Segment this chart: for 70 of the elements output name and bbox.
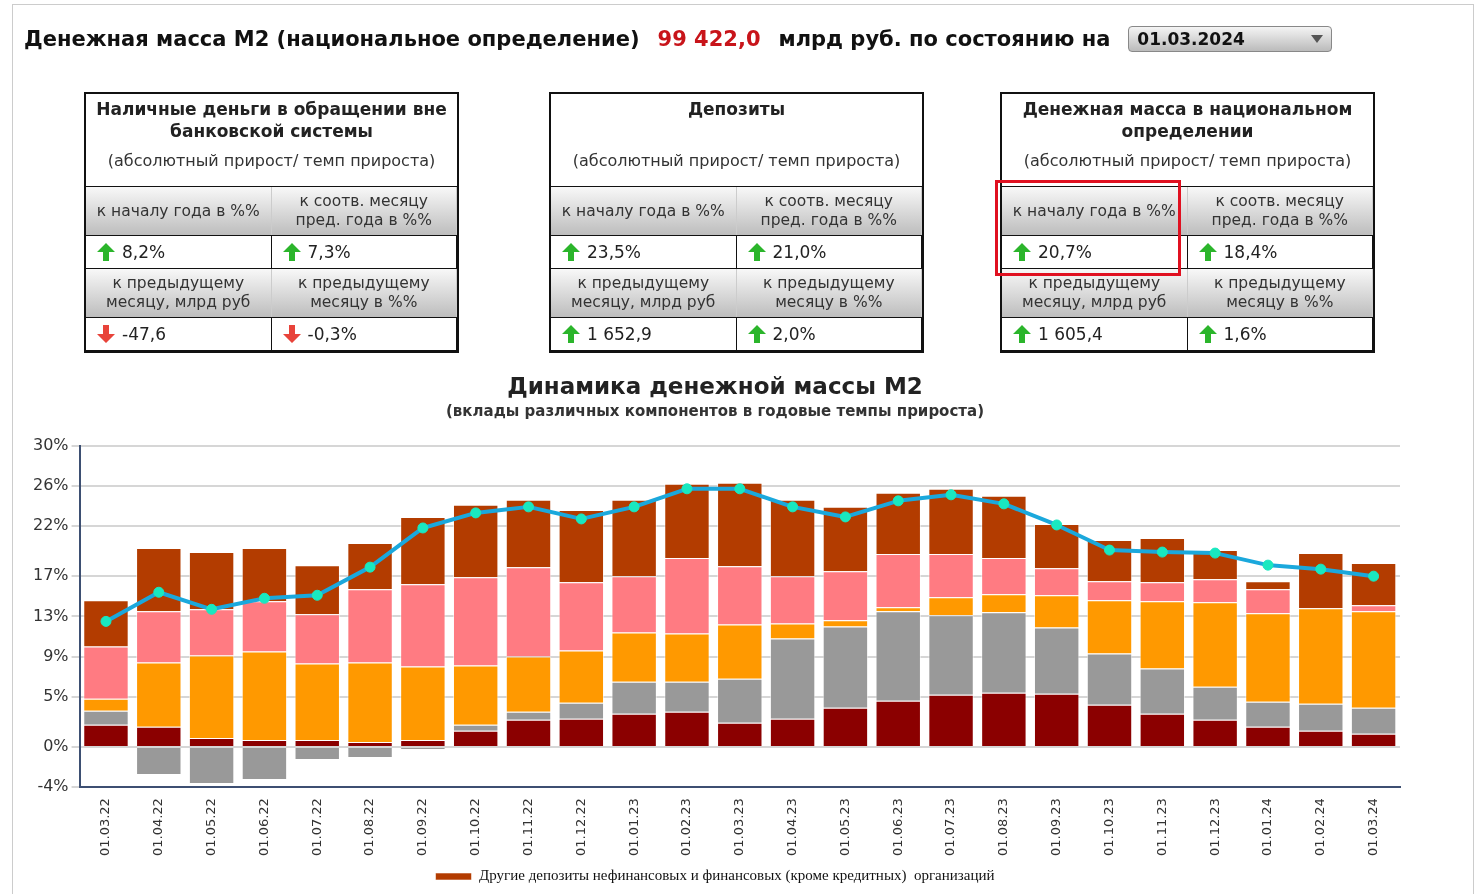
text: 21,0% xyxy=(772,242,827,262)
y-tick-label: 9% xyxy=(43,645,69,665)
x-tick-label: 01.03.24 xyxy=(1364,798,1380,856)
x-tick-label: 01.11.23 xyxy=(1153,798,1169,856)
x-tick-label: 01.06.23 xyxy=(889,798,905,856)
text: 8,2% xyxy=(122,242,166,262)
x-tick-label: 01.02.24 xyxy=(1312,798,1328,856)
text: к соотв. месяцу пред. года в %% xyxy=(294,192,433,230)
x-tick-label: 01.12.22 xyxy=(572,798,588,856)
x-tick-label: 01.03.22 xyxy=(97,798,113,856)
x-tick-label: 01.07.22 xyxy=(308,798,324,856)
x-tick-label: 01.09.22 xyxy=(414,798,430,856)
text: (абсолютный прирост/ темп прироста) xyxy=(106,151,437,170)
y-tick-label: 26% xyxy=(33,474,69,494)
text: (абсолютный прирост/ темп прироста) xyxy=(571,151,902,170)
y-tick-label: 13% xyxy=(33,605,69,625)
text: 20,7% xyxy=(1038,242,1093,262)
x-tick-label: 01.10.23 xyxy=(1100,798,1116,856)
text: -47,6 xyxy=(122,324,166,344)
text: 2,0% xyxy=(772,324,816,344)
chart-title: Динамика денежной массы M2 xyxy=(507,372,923,399)
text: 99 422,0 xyxy=(657,27,761,51)
y-tick-label: 5% xyxy=(43,685,69,705)
x-tick-label: 01.12.23 xyxy=(1206,798,1222,856)
text: к предыдущему месяцу в %% xyxy=(1212,274,1347,312)
text: 1 605,4 xyxy=(1038,324,1103,344)
text: Денежная масса M2 (национальное определение) xyxy=(24,27,640,51)
text: к предыдущему месяцу, млрд руб xyxy=(570,274,717,312)
x-tick-label: 01.01.24 xyxy=(1259,798,1275,856)
text: (абсолютный прирост/ темп прироста) xyxy=(1022,151,1353,170)
text: к началу года в %% xyxy=(1012,201,1176,221)
text: Депозиты xyxy=(686,98,787,120)
text: 18,4% xyxy=(1223,242,1278,262)
text: 7,3% xyxy=(307,242,351,262)
x-tick-label: 01.01.23 xyxy=(625,798,641,856)
text: 23,5% xyxy=(587,242,642,262)
text: Денежная масса в национальном определении xyxy=(1021,98,1354,142)
x-tick-label: 01.04.23 xyxy=(783,798,799,856)
text: к предыдущему месяцу, млрд руб xyxy=(1021,274,1168,312)
x-tick-label: 01.11.22 xyxy=(519,798,535,856)
text: к соотв. месяцу пред. года в %% xyxy=(759,192,898,230)
x-tick-label: 01.08.22 xyxy=(361,798,377,856)
text: к началу года в %% xyxy=(561,201,725,221)
y-tick-label: 22% xyxy=(33,515,69,535)
y-tick-label: 30% xyxy=(33,434,69,454)
x-tick-label: 01.03.23 xyxy=(731,798,747,856)
text: к предыдущему месяцу, млрд руб xyxy=(105,274,252,312)
text: Наличные деньги в обращении вне банковской системы xyxy=(95,98,448,142)
y-tick-label: -4% xyxy=(37,776,69,796)
x-tick-label: 01.09.23 xyxy=(1048,798,1064,856)
x-tick-label: 01.05.23 xyxy=(836,798,852,856)
chart-subtitle: (вклады различных компонентов в годовые темпы прироста) xyxy=(446,402,984,421)
text: к соотв. месяцу пред. года в %% xyxy=(1210,192,1349,230)
x-tick-label: 01.08.23 xyxy=(995,798,1011,856)
x-tick-label: 01.10.22 xyxy=(467,798,483,856)
text: к предыдущему месяцу в %% xyxy=(761,274,896,312)
x-tick-label: 01.04.22 xyxy=(150,798,166,856)
text: млрд руб. по состоянию на xyxy=(778,27,1111,51)
y-tick-label: 17% xyxy=(33,565,69,585)
x-tick-label: 01.06.22 xyxy=(255,798,271,856)
text: 1 652,9 xyxy=(587,324,652,344)
legend-label: Другие депозиты нефинансовых и финансовых (кроме кредитных) организаций xyxy=(479,867,995,885)
x-tick-label: 01.07.23 xyxy=(942,798,958,856)
text: -0,3% xyxy=(307,324,357,344)
y-tick-label: 0% xyxy=(43,736,69,756)
x-tick-label: 01.02.23 xyxy=(678,798,694,856)
text: к началу года в %% xyxy=(96,201,260,221)
text: 1,6% xyxy=(1223,324,1267,344)
text: к предыдущему месяцу в %% xyxy=(296,274,431,312)
x-tick-label: 01.05.22 xyxy=(202,798,218,856)
